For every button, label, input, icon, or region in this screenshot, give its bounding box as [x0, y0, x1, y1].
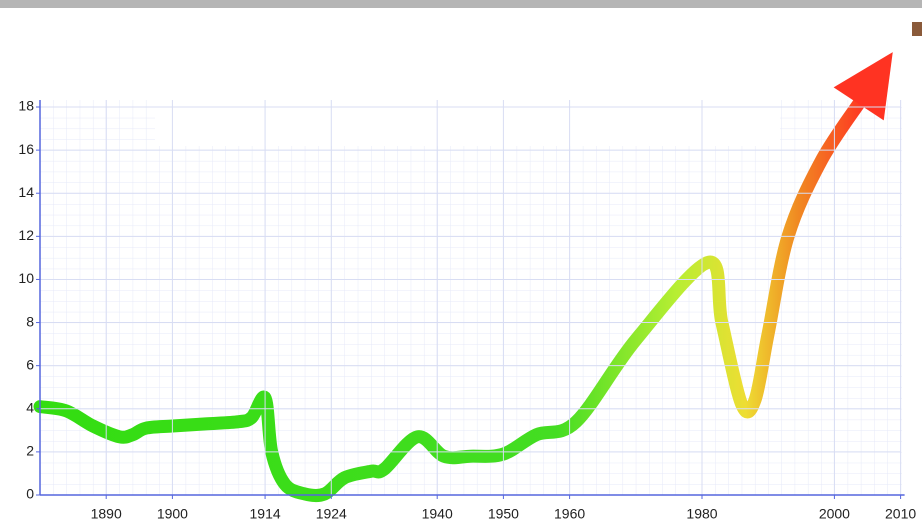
line [33, 94, 868, 503]
x-tick-label: 2010 [885, 506, 916, 522]
y-tick-label: 10 [18, 270, 34, 286]
top-bar [0, 0, 922, 8]
corner-image [912, 22, 922, 36]
x-tick-label: 2000 [819, 506, 850, 522]
y-tick-label: 12 [18, 227, 34, 243]
arrow-head [833, 52, 893, 121]
x-tick-label: 1900 [157, 506, 188, 522]
plot [33, 52, 893, 503]
blank-area [155, 40, 780, 146]
y-tick-label: 14 [18, 184, 34, 200]
y-tick-label: 16 [18, 141, 34, 157]
y-tick-label: 8 [26, 313, 34, 329]
y-tick-label: 18 [18, 98, 34, 114]
x-tick-label: 1980 [686, 506, 717, 522]
y-tick-label: 6 [26, 356, 34, 372]
y-tick-label: 2 [26, 443, 34, 459]
x-tick-label: 1960 [554, 506, 585, 522]
x-tick-label: 1890 [91, 506, 122, 522]
x-tick-label: 1924 [316, 506, 347, 522]
x-tick-label: 1940 [422, 506, 453, 522]
x-tick-label: 1950 [488, 506, 519, 522]
x-tick-label: 1914 [250, 506, 281, 522]
y-tick-label: 0 [26, 486, 34, 502]
y-tick-label: 4 [26, 399, 34, 415]
